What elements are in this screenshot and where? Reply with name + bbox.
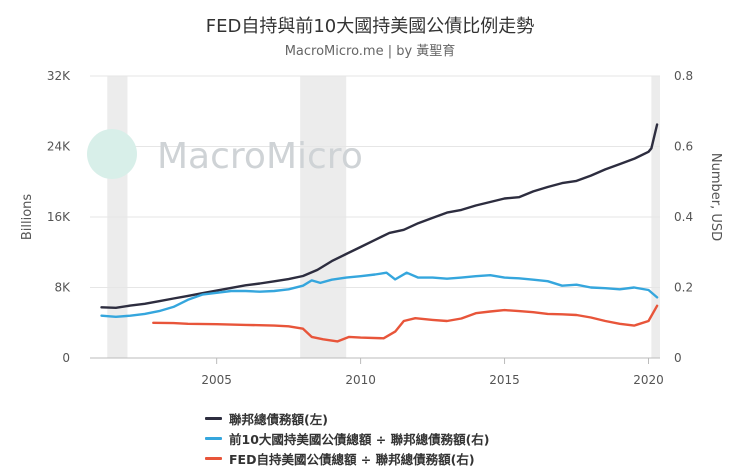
series-lines [100,123,659,343]
watermark-text: MacroMicro [157,136,363,177]
series-line-fed-ratio [152,304,659,343]
legend-swatch [205,456,222,460]
y-left-tick-label: 16K [47,210,71,224]
y-right-tick-label: 0.2 [674,281,693,295]
legend-item-top10-ratio[interactable]: 前10大國持美國公債總額 ÷ 聯邦總債務額(右) [205,428,490,448]
y-right-tick-label: 0 [674,351,682,365]
y-right-tick-label: 0.6 [674,140,693,154]
gridlines [90,75,660,359]
x-tick-label: 2010 [345,373,376,387]
x-tick-label: 2020 [633,373,664,387]
series-line-top10-ratio [100,271,659,318]
y-right-tick-label: 0.4 [674,210,693,224]
y-left-tick-label: 24K [47,140,71,154]
legend-swatch [205,416,222,420]
legend: 聯邦總債務額(左) 前10大國持美國公債總額 ÷ 聯邦總債務額(右) FED自持… [205,408,490,468]
line-chart: MacroMicro 0 8K 16K 24K 32K 0 0.2 0.4 0.6 0.8 2005… [20,69,723,387]
y-left-tick-label: 0 [62,351,70,365]
y-left-tick-label: 8K [54,281,71,295]
chart-subtitle: MacroMicro.me | by 黃聖育 [284,44,456,59]
y-left-tick-label: 32K [47,69,71,83]
y-right-axis-label: Number, USD [708,153,723,241]
legend-item-fed-ratio[interactable]: FED自持美國公債總額 ÷ 聯邦總債務額(右) [205,448,490,468]
x-tick-label: 2015 [489,373,520,387]
chart-title: FED自持與前10大國持美國公債比例走勢 [205,16,535,37]
axes: 0 8K 16K 24K 32K 0 0.2 0.4 0.6 0.8 2005 2010 2015 202… [20,69,723,387]
legend-label: 聯邦總債務額(左) [229,411,328,427]
y-left-axis-label: Billions [20,194,35,241]
watermark-logo-icon [87,129,137,179]
legend-item-total-debt[interactable]: 聯邦總債務額(左) [205,408,490,428]
y-right-tick-label: 0.8 [674,69,693,83]
legend-label: FED自持美國公債總額 ÷ 聯邦總債務額(右) [229,451,475,467]
legend-swatch [205,436,222,440]
legend-label: 前10大國持美國公債總額 ÷ 聯邦總債務額(右) [229,431,490,447]
series-line-total-debt [100,123,659,309]
x-tick-label: 2005 [201,373,232,387]
watermark: MacroMicro [87,129,363,179]
